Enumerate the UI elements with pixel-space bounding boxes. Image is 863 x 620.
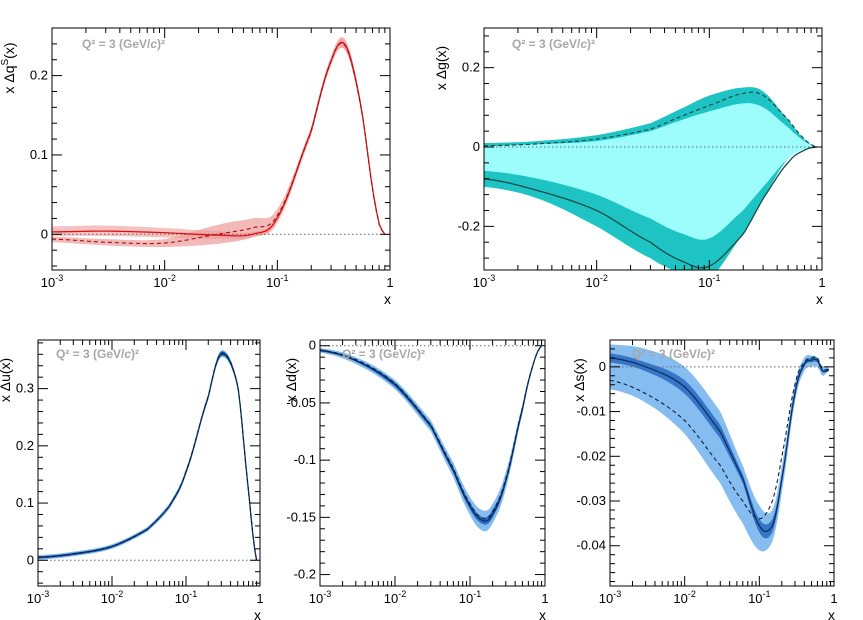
du-dashed-line xyxy=(38,352,258,561)
dqs-xlabel: x xyxy=(384,291,391,307)
du-y-axis: 0 0.1 0.2 0.3 xyxy=(16,342,260,584)
dg-ytick-label: 0.2 xyxy=(462,60,480,75)
ds-ytick-label: -0.03 xyxy=(576,493,606,508)
plot-area-dqs xyxy=(52,37,390,248)
dqs-q2-annotation: Q² = 3 (GeV/c)² xyxy=(82,37,165,51)
dg-ylabel: x Δg(x) xyxy=(433,46,449,90)
panel-dg: 10-3 10-2 10-1 1x -0.2 0 0.2 x Δg(x) Q² = 3 (GeV… xyxy=(433,27,826,307)
dd-frame xyxy=(319,339,546,587)
dg-xlabel: x xyxy=(816,291,823,307)
dg-xtick-label: 1 xyxy=(818,275,825,290)
plot-area-ds xyxy=(610,344,834,552)
ds-outer-band xyxy=(610,344,829,552)
ds-xlabel: x xyxy=(828,607,835,620)
dd-dashed-line xyxy=(320,345,543,520)
dd-ytick-label: -0.15 xyxy=(286,509,316,524)
ds-dashed-line xyxy=(610,356,829,520)
dqs-ytick-label: 0.1 xyxy=(30,147,48,162)
dd-xtick-label: 10-3 xyxy=(309,589,331,606)
ds-xtick-label: 10-1 xyxy=(748,589,770,606)
panel-du: 10-3 10-2 10-1 1x 0 0.1 0.2 0.3x Δu(x) Q² = 3 (G… xyxy=(0,339,264,620)
ds-ytick-label: -0.04 xyxy=(576,538,606,553)
ds-xtick-label: 10-3 xyxy=(599,589,621,606)
ds-q2-annotation: Q² = 3 (GeV/c)² xyxy=(632,347,715,361)
dg-x-axis: 10-3 10-2 10-1 1 xyxy=(473,28,826,290)
du-xtick-label: 10-3 xyxy=(27,589,49,606)
dg-inner-band xyxy=(484,103,817,240)
dg-q2-annotation: Q² = 3 (GeV/c)² xyxy=(512,37,595,51)
dg-ytick-label: 0 xyxy=(473,139,480,154)
dg-solid-line xyxy=(484,146,817,269)
plot-area-dg xyxy=(484,87,822,270)
ds-solid-line xyxy=(610,357,829,533)
plot-area-dd xyxy=(320,345,545,532)
dqs-xtick-label: 10-3 xyxy=(41,273,63,290)
du-xtick-label: 1 xyxy=(256,591,263,606)
du-q2-annotation: Q² = 3 (GeV/c)² xyxy=(56,347,139,361)
dg-y-axis: -0.2 0 0.2 xyxy=(458,35,822,259)
du-frame xyxy=(37,339,261,587)
ds-y-axis: -0.04 -0.03 -0.02 -0.01 0 xyxy=(576,339,834,583)
dg-frame xyxy=(483,27,823,271)
dqs-xtick-label: 10-2 xyxy=(153,273,175,290)
dd-xlabel: x xyxy=(539,607,546,620)
dqs-ytick-label: 0.2 xyxy=(30,68,48,83)
du-x-axis: 10-3 10-2 10-1 1 xyxy=(27,340,264,606)
dg-xtick-label: 10-1 xyxy=(698,273,720,290)
dqs-solid-band xyxy=(52,37,385,240)
ds-ytick-label: -0.01 xyxy=(576,404,606,419)
dg-xtick-label: 10-2 xyxy=(585,273,607,290)
du-xtick-label: 10-2 xyxy=(101,589,123,606)
dqs-solid-line xyxy=(52,41,386,237)
dqs-y-axis: 0 0.1 0.2 xyxy=(30,27,390,267)
dqs-frame xyxy=(51,27,391,271)
ds-xtick-label: 10-2 xyxy=(673,589,695,606)
dqs-ylabel: x ΔqS(x) xyxy=(0,42,17,93)
dg-ytick-label: -0.2 xyxy=(458,218,480,233)
dd-xtick-label: 10-1 xyxy=(459,589,481,606)
dd-y-axis: -0.2 -0.15 -0.1 -0.05 0 xyxy=(286,338,545,582)
dd-xtick-label: 1 xyxy=(541,591,548,606)
dqs-xtick-label: 1 xyxy=(386,275,393,290)
ds-x-axis: 10-3 10-2 10-1 1 xyxy=(599,340,838,606)
dd-x-axis: 10-3 10-2 10-1 1 xyxy=(309,340,549,606)
du-ytick-label: 0.2 xyxy=(16,438,34,453)
plot-area-du xyxy=(38,350,260,561)
dqs-x-axis: 10-3 10-2 10-1 1 xyxy=(41,28,394,290)
dqs-ytick-label: 0 xyxy=(41,226,48,241)
dd-ytick-label: -0.1 xyxy=(294,452,316,467)
du-xtick-label: 10-1 xyxy=(175,589,197,606)
panel-dqs: 10-3 10-2 10-1 1x 0 0.1 0.2 x ΔqS(x) Q² = 3 (GeV… xyxy=(0,27,394,307)
ds-ylabel: x Δs(x) xyxy=(571,358,587,402)
du-ytick-label: 0.3 xyxy=(16,381,34,396)
dd-inner-band xyxy=(320,345,542,525)
ds-ytick-label: 0 xyxy=(599,359,606,374)
dqs-xtick-label: 10-1 xyxy=(266,273,288,290)
dqs-dashed-band xyxy=(52,38,385,248)
dd-ytick-label: -0.05 xyxy=(286,395,316,410)
du-ytick-label: 0 xyxy=(27,552,34,567)
dd-solid-line xyxy=(320,345,543,522)
ds-frame xyxy=(609,339,835,587)
dd-outer-band xyxy=(320,345,542,532)
ds-ytick-label: -0.02 xyxy=(576,448,606,463)
dd-ytick-label: 0 xyxy=(309,338,316,353)
panel-ds: 10-3 10-2 10-1 1x -0.04 -0.03 -0.02 -0.01 0 x Δs(… xyxy=(571,339,838,620)
du-ytick-label: 0.1 xyxy=(16,495,34,510)
dqs-dashed-line xyxy=(52,42,386,245)
dd-q2-annotation: Q² = 3 (GeV/c)² xyxy=(342,347,425,361)
dd-ylabel: x Δd(x) xyxy=(283,358,299,402)
ds-xtick-label: 1 xyxy=(830,591,837,606)
dg-xtick-label: 10-3 xyxy=(473,273,495,290)
du-xlabel: x xyxy=(254,607,261,620)
du-ylabel: x Δu(x) xyxy=(0,358,13,402)
panel-dd: 10-3 10-2 10-1 1x -0.2 -0.15 -0.1 -0.05 0 x Δd(x)… xyxy=(283,338,549,620)
dd-xtick-label: 10-2 xyxy=(384,589,406,606)
dd-ytick-label: -0.2 xyxy=(294,567,316,582)
